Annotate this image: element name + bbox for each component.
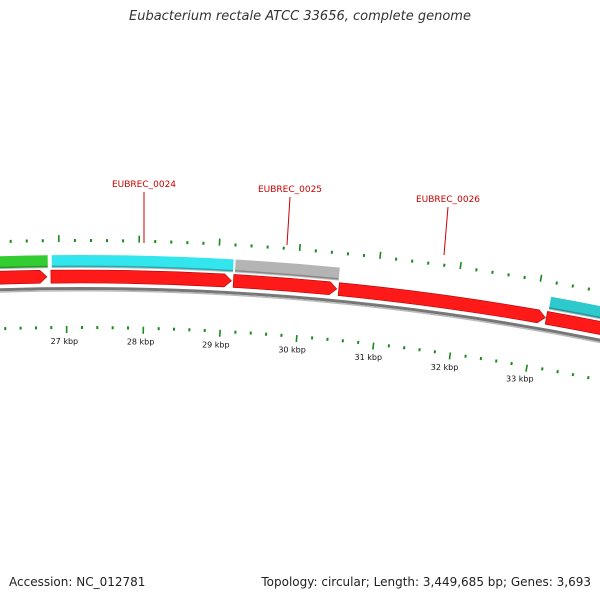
cds-track [0,269,600,335]
scale-label: 29 kbp [202,341,230,350]
feature-shadow [548,307,600,320]
major-tick [372,342,375,350]
scale-label: 30 kbp [278,346,306,355]
cds-arrow [232,274,338,296]
accession-label: Accession: [9,575,73,589]
minor-tick [541,367,544,371]
major-tick [525,364,528,372]
cds-arrow [337,282,546,324]
major-tick [379,251,382,259]
inner-tick-track [4,326,590,380]
cds-arrow [0,269,48,285]
minor-tick [556,370,559,374]
gene-label: EUBREC_0025 [258,185,322,195]
major-tick [298,243,301,252]
gene-label: EUBREC_0026 [416,195,480,205]
map-title: Eubacterium rectale ATCC 33656, complete… [129,9,471,24]
minor-tick [587,375,590,380]
feature-block-teal [548,296,600,319]
backbone-line [0,287,600,342]
minor-tick [571,372,575,377]
minor-tick [523,275,526,280]
major-tick [448,352,452,360]
feature-shadow [234,270,339,281]
gene-labels: EUBREC_0024 EUBREC_0025 EUBREC_0026 [112,180,480,256]
minor-tick [555,281,558,285]
feature-shadow [0,265,48,270]
minor-tick [587,287,591,291]
feature-track [0,255,600,320]
major-tick [295,334,298,343]
major-tick [539,274,543,282]
scale-label: 33 kbp [506,375,534,384]
gene-label-leader [286,196,291,246]
feature-block-gray [234,259,340,280]
outer-tick-track [9,235,591,291]
major-tick [459,261,462,270]
backbone-shadow [0,290,600,344]
gene-label-leader [443,206,449,256]
cds-arrow [544,311,600,335]
scale-label: 27 kbp [51,337,79,346]
scale-label: 32 kbp [431,363,459,372]
gene-label: EUBREC_0024 [112,180,176,190]
accession-value: NC_012781 [76,575,146,589]
genome-summary: Topology: circular; Length: 3,449,685 bp… [261,575,591,589]
accession-text: Accession: NC_012781 [9,575,145,589]
feature-shadow [51,265,234,273]
scale-label: 31 kbp [355,353,383,362]
minor-tick [571,284,575,288]
cds-arrow [50,269,232,288]
scale-labels: 27 kbp 28 kbp 29 kbp 30 kbp 31 kbp 32 kbp 33 k… [51,337,534,384]
scale-label: 28 kbp [127,338,155,347]
feature-block-green [0,255,48,269]
feature-block-cyan [51,255,234,272]
backbone-track [0,287,600,344]
